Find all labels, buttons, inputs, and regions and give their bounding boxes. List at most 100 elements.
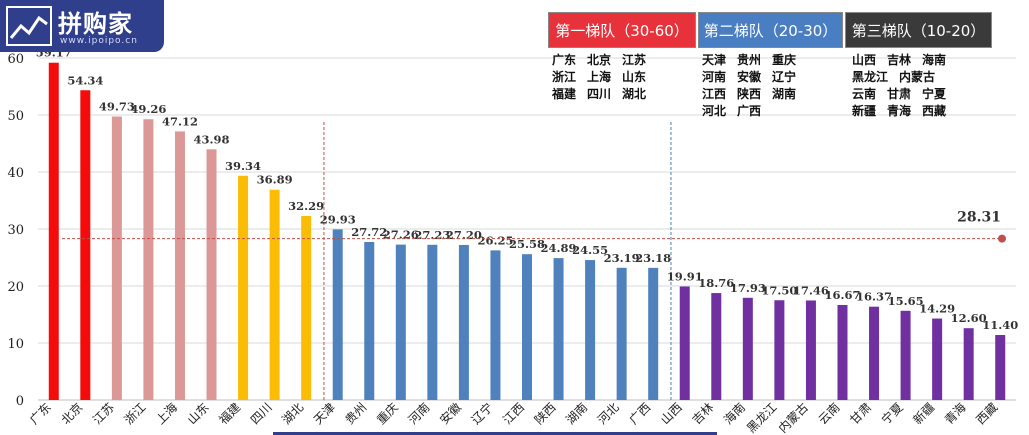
tier-province-row: 山西 吉林 海南 <box>852 52 957 69</box>
bar-value-label: 43.98 <box>194 132 230 146</box>
tier-province-name: 陕西 <box>737 87 762 101</box>
site-logo: 拼购家 www.ipoipo.cn <box>0 0 164 52</box>
bar <box>585 260 596 400</box>
bar <box>837 304 848 400</box>
x-category-label: 浙江 <box>122 400 149 427</box>
tier-province-name: 宁夏 <box>922 87 947 101</box>
bar <box>332 229 343 400</box>
x-category-label: 四川 <box>248 400 275 427</box>
bar <box>269 189 280 400</box>
bar <box>932 318 943 400</box>
x-category-label: 上海 <box>153 400 181 428</box>
tier-province-row: 黑龙江 内蒙古 <box>852 69 957 86</box>
tier-1-province-list: 广东 北京 江苏 浙江 上海 山东 福建 四川 湖北 <box>552 52 657 103</box>
bar-value-label: 11.40 <box>982 318 1018 332</box>
bar <box>174 131 185 400</box>
x-category-label: 广西 <box>626 400 653 427</box>
x-category-label: 云南 <box>815 400 843 428</box>
x-category-label: 天津 <box>311 400 338 427</box>
bottom-accent-bar <box>273 432 717 435</box>
tier-province-name: 新疆 <box>852 104 877 118</box>
x-category-label: 内蒙古 <box>775 400 811 435</box>
bar-value-label: 25.58 <box>509 237 545 251</box>
tier-province-name: 西藏 <box>922 104 947 118</box>
tier-province-name: 海南 <box>922 53 947 67</box>
tier-3-province-list: 山西 吉林 海南 黑龙江 内蒙古 云南 甘肃 宁夏 新疆 青海 西藏 <box>852 52 957 120</box>
bar <box>458 244 469 400</box>
tier-1-label: 第一梯队（30-60） <box>548 12 696 48</box>
x-category-label: 山东 <box>185 400 212 427</box>
x-category-label: 宁夏 <box>878 400 906 428</box>
tier-province-name: 辽宁 <box>772 70 797 84</box>
bar <box>711 293 722 400</box>
y-tick-label: 50 <box>7 109 24 124</box>
tier-province-row: 广东 北京 江苏 <box>552 52 657 69</box>
tier-province-name: 河南 <box>702 70 727 84</box>
tier-province-name: 湖北 <box>622 87 647 101</box>
tier-province-row: 天津 贵州 重庆 <box>702 52 807 69</box>
bar <box>48 62 59 401</box>
logo-url: www.ipoipo.cn <box>60 36 138 46</box>
tier-province-name: 黑龙江 <box>852 70 889 84</box>
tier-province-name: 江苏 <box>622 53 647 67</box>
bar-value-label: 47.12 <box>162 114 198 128</box>
bar <box>963 328 974 400</box>
tier-province-row: 江西 陕西 湖南 <box>702 86 807 103</box>
bar <box>805 300 816 400</box>
tier-province-row: 浙江 上海 山东 <box>552 69 657 86</box>
tier-2-province-list: 天津 贵州 重庆 河南 安徽 辽宁江西 陕西 湖南 河北 广西 <box>702 52 807 120</box>
x-category-label: 福建 <box>216 400 244 428</box>
tier-province-name: 河北 <box>702 104 727 118</box>
x-category-label: 海南 <box>720 400 748 428</box>
bar-value-label: 23.19 <box>604 251 640 265</box>
x-category-label: 贵州 <box>342 400 369 427</box>
tier-province-name: 内蒙古 <box>899 70 936 84</box>
tier-province-name: 广西 <box>737 104 762 118</box>
bar <box>364 241 375 400</box>
bar <box>111 116 122 400</box>
bar <box>742 297 753 400</box>
bar-value-label: 49.26 <box>130 102 166 116</box>
bar-value-label: 12.60 <box>951 311 987 325</box>
bar-value-label: 24.55 <box>572 243 608 257</box>
tier-2-label: 第二梯队（20-30） <box>698 12 843 48</box>
x-category-label: 湖北 <box>279 400 307 428</box>
bar <box>553 258 564 400</box>
tier-province-name: 江西 <box>702 87 727 101</box>
bar-value-label: 14.29 <box>919 302 955 316</box>
bar <box>522 254 532 400</box>
tier-province-row: 福建 四川 湖北 <box>552 86 657 103</box>
tier-province-row: 新疆 青海 西藏 <box>852 103 957 120</box>
bar <box>774 300 785 400</box>
bar-value-label: 39.34 <box>225 159 261 173</box>
chart-logo-icon <box>6 6 52 46</box>
bar-value-label: 32.29 <box>288 199 324 213</box>
x-category-label: 安徽 <box>436 400 464 428</box>
x-category-label: 北京 <box>59 400 86 427</box>
tier-province-name: 广东 <box>552 53 577 67</box>
bar <box>490 250 501 400</box>
bar-value-label: 17.46 <box>793 283 829 297</box>
tier-province-name: 山东 <box>622 70 647 84</box>
x-category-label: 重庆 <box>374 400 401 427</box>
tier-province-name: 青海 <box>887 104 912 118</box>
bar-value-label: 27.26 <box>383 228 419 242</box>
bar-value-label: 29.93 <box>320 212 356 226</box>
x-category-label: 江苏 <box>90 400 117 427</box>
x-category-label: 西藏 <box>973 400 1000 427</box>
logo-text: 拼购家 <box>58 10 133 38</box>
bar-value-label: 16.37 <box>856 290 892 304</box>
x-category-label: 吉林 <box>690 400 717 427</box>
bar <box>869 306 880 400</box>
tier-3-label: 第三梯队（10-20） <box>845 12 992 48</box>
tier-province-name: 云南 <box>852 87 877 101</box>
tier-province-name: 安徽 <box>737 70 762 84</box>
bar-value-label: 54.34 <box>67 73 103 87</box>
bar <box>648 267 659 400</box>
x-category-label: 辽宁 <box>468 400 496 428</box>
bar-value-label: 16.67 <box>824 288 860 302</box>
bar-value-label: 27.72 <box>351 225 387 239</box>
tier-province-name: 浙江 <box>552 70 577 84</box>
bar-value-label: 17.93 <box>730 281 766 295</box>
